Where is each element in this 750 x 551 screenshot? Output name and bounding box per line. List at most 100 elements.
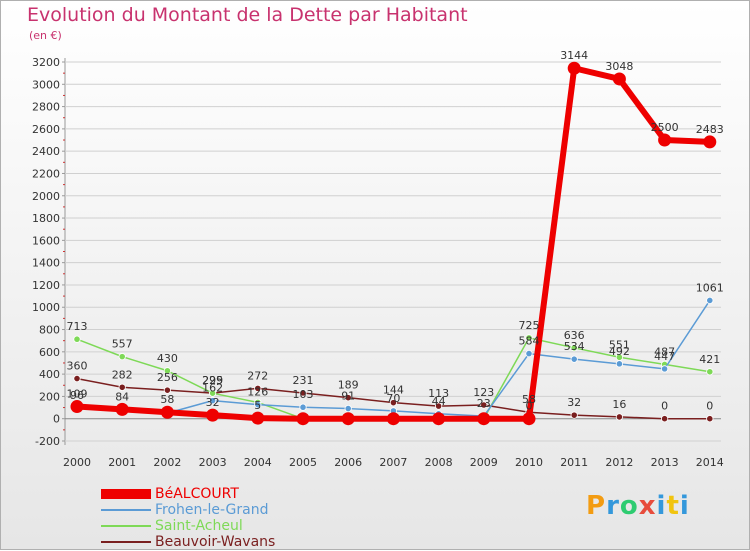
data-point — [660, 365, 669, 373]
data-label: 3144 — [560, 49, 588, 62]
legend-swatch — [101, 525, 151, 527]
data-label: 713 — [67, 320, 88, 333]
data-label: 162 — [202, 382, 223, 395]
data-point — [296, 412, 310, 426]
data-label: 3048 — [605, 60, 633, 73]
data-point — [206, 408, 220, 422]
data-point — [299, 403, 307, 411]
data-point — [344, 404, 352, 413]
y-tick-label: 1800 — [32, 212, 60, 225]
data-point — [254, 401, 262, 409]
legend-label: Beauvoir-Wavans — [155, 534, 276, 550]
y-tick-label: 2000 — [32, 190, 60, 203]
y-tick-label: 2600 — [32, 123, 60, 136]
y-tick-label: 2200 — [32, 167, 60, 180]
legend-item: Saint-Acheul — [101, 518, 321, 534]
data-label: 126 — [247, 386, 268, 399]
data-point — [525, 350, 533, 358]
data-label: 447 — [654, 350, 675, 363]
data-point — [341, 412, 355, 426]
data-label: 360 — [67, 360, 88, 373]
x-tick-label: 2003 — [199, 456, 227, 469]
data-label: 44 — [432, 395, 446, 408]
legend: BéALCOURT Frohen-le-Grand Saint-Acheul Beau… — [101, 486, 321, 550]
logo-letter: i — [656, 491, 667, 521]
data-point — [299, 389, 307, 397]
data-label: 32 — [206, 396, 220, 409]
data-label: 5 — [254, 399, 261, 412]
data-label: 430 — [157, 352, 178, 365]
x-tick-label: 2004 — [244, 456, 272, 469]
data-label: 123 — [473, 386, 494, 399]
y-tick-label: 1000 — [32, 301, 60, 314]
data-point — [658, 133, 672, 147]
data-point — [389, 399, 397, 407]
data-point — [209, 397, 217, 405]
legend-item: Beauvoir-Wavans — [101, 534, 321, 550]
logo-letter: x — [638, 491, 657, 521]
data-point — [570, 344, 578, 352]
data-point — [251, 411, 265, 425]
data-point — [522, 412, 536, 426]
data-point — [115, 402, 129, 416]
data-point — [209, 389, 217, 397]
x-tick-label: 2000 — [63, 456, 91, 469]
data-point — [477, 412, 491, 426]
data-label: 282 — [112, 368, 133, 381]
data-point — [525, 334, 533, 342]
data-label: 84 — [115, 390, 129, 403]
legend-label: Frohen-le-Grand — [155, 502, 269, 518]
data-label: 103 — [293, 388, 314, 401]
data-label: 70 — [386, 392, 400, 405]
y-tick-label: -200 — [35, 435, 60, 448]
data-label: 551 — [609, 338, 630, 351]
data-label: 231 — [293, 374, 314, 387]
data-point — [163, 386, 171, 394]
data-label: 96 — [70, 389, 84, 402]
data-label: 23 — [477, 397, 491, 410]
x-tick-label: 2012 — [605, 456, 633, 469]
data-point — [660, 415, 669, 423]
data-label: 636 — [564, 329, 585, 342]
data-point — [344, 394, 352, 402]
data-label: 113 — [428, 387, 449, 400]
x-tick-label: 2009 — [470, 456, 498, 469]
data-point — [612, 72, 626, 86]
y-tick-label: 3000 — [32, 78, 60, 91]
y-tick-label: 600 — [39, 346, 60, 359]
legend-swatch — [101, 541, 151, 543]
data-point — [386, 412, 400, 426]
x-tick-label: 2008 — [425, 456, 453, 469]
data-label: 295 — [202, 374, 223, 387]
logo-letter: o — [619, 491, 639, 521]
x-tick-label: 2011 — [560, 456, 588, 469]
data-point — [706, 415, 714, 423]
data-point — [703, 135, 717, 149]
data-point — [706, 368, 714, 376]
data-label: 91 — [341, 390, 355, 403]
data-point — [615, 413, 624, 421]
data-label: 256 — [157, 371, 178, 384]
legend-label: BéALCOURT — [155, 486, 239, 502]
data-label: 58 — [522, 393, 536, 406]
logo-letter: t — [666, 491, 680, 521]
legend-label: Saint-Acheul — [155, 518, 243, 534]
data-label: 2500 — [651, 121, 679, 134]
data-point — [567, 61, 581, 75]
y-tick-label: 2800 — [32, 101, 60, 114]
data-label: 189 — [338, 379, 359, 392]
data-label: 144 — [383, 384, 404, 397]
chart-title: Evolution du Montant de la Dette par Hab… — [27, 4, 468, 26]
logo-letter: P — [586, 491, 607, 521]
data-point — [615, 360, 624, 368]
data-label: 584 — [519, 335, 540, 348]
data-point — [254, 384, 262, 392]
y-tick-label: 2400 — [32, 145, 60, 158]
data-label: 1061 — [696, 281, 724, 294]
data-point — [163, 367, 171, 375]
legend-swatch — [101, 509, 151, 511]
data-point — [70, 400, 84, 414]
data-point — [706, 296, 714, 305]
